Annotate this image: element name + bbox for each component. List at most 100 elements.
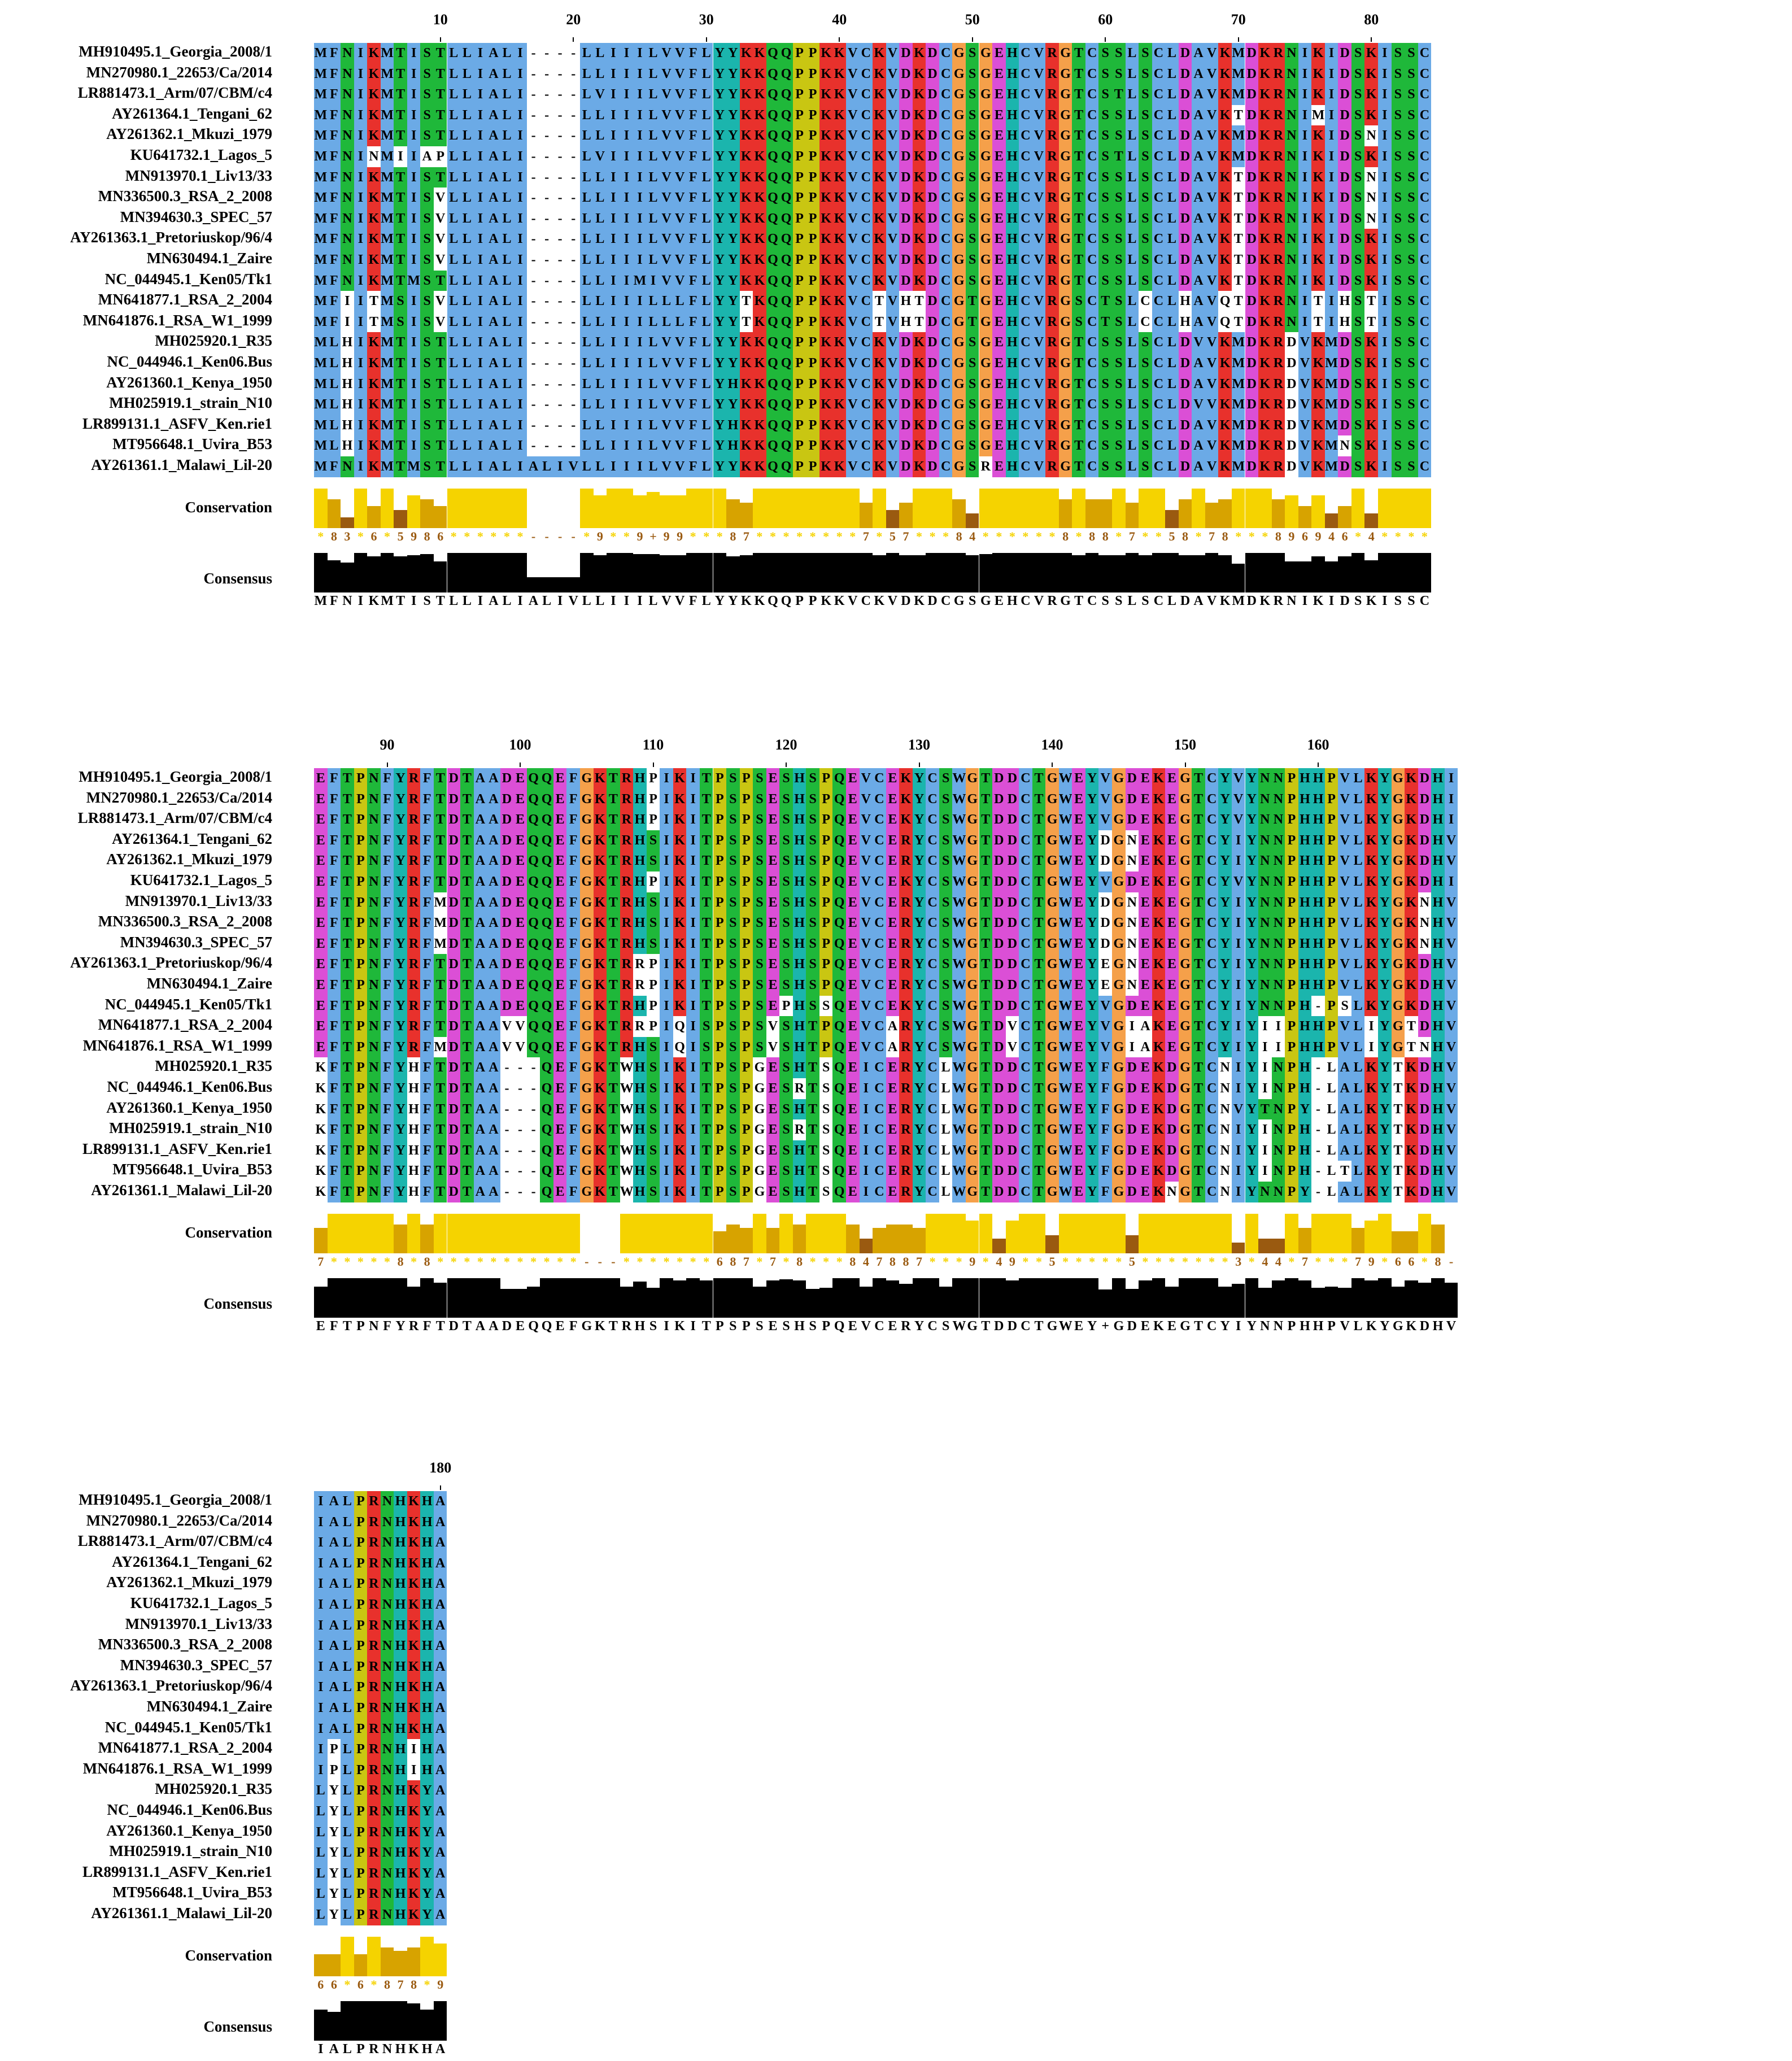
consensus-bar [1112, 1278, 1126, 1318]
residue: G [979, 84, 993, 105]
consensus-bar [620, 552, 634, 592]
residue: K [1311, 373, 1325, 395]
residue: I [686, 913, 700, 934]
residue: S [1405, 394, 1418, 415]
residue: F [686, 188, 700, 208]
residue: H [1298, 995, 1312, 1017]
residue: V [846, 353, 860, 374]
residue: T [1391, 1161, 1405, 1182]
consensus-bar [646, 1287, 660, 1318]
residue: P [819, 872, 833, 892]
residue: K [407, 1491, 421, 1512]
residue: Y [420, 1863, 434, 1884]
residue: H [1005, 250, 1019, 271]
residue: D [899, 125, 913, 146]
residue: F [380, 1119, 394, 1140]
residue: E [1139, 892, 1152, 913]
conservation-score: * [686, 529, 700, 544]
consensus-bar [1351, 552, 1365, 592]
residue: H [394, 1698, 407, 1719]
residue: Y [726, 43, 740, 64]
sequence-name: MN336500.3_RSA_2_2008 [98, 1636, 272, 1653]
consensus-residue: G [1045, 1319, 1059, 1334]
residue: D [1178, 270, 1192, 291]
residue: H [407, 1140, 421, 1161]
residue: Q [766, 415, 780, 436]
residue: D [1098, 851, 1112, 872]
consensus-bar [607, 552, 620, 592]
residue: Y [394, 1099, 407, 1120]
residue: D [1098, 933, 1112, 955]
residue: H [1005, 125, 1019, 146]
residue: H [394, 1511, 407, 1533]
consensus-bar [1245, 1278, 1259, 1318]
residue: P [713, 851, 727, 872]
residue: I [1298, 270, 1312, 291]
residue: L [447, 291, 461, 312]
residue: C [926, 1099, 939, 1120]
residue: - [527, 1161, 540, 1182]
residue: A [487, 373, 500, 395]
residue: K [1311, 270, 1325, 291]
residue: I [686, 872, 700, 892]
residue: D [926, 456, 939, 477]
residue: C [1085, 43, 1099, 64]
conservation-bar [1045, 1235, 1059, 1253]
residue: I [1298, 229, 1312, 250]
residue: V [1444, 995, 1458, 1017]
consensus-bar [912, 555, 926, 592]
residue: L [1165, 229, 1179, 250]
residue: K [1152, 913, 1166, 934]
residue: I [607, 125, 620, 146]
residue: H [1005, 208, 1019, 229]
residue: C [1019, 1119, 1032, 1140]
residue: R [633, 975, 647, 996]
residue: P [1324, 851, 1338, 872]
residue: A [327, 1718, 341, 1740]
residue: S [753, 872, 766, 892]
conservation-bar [939, 488, 953, 528]
residue: T [1072, 353, 1085, 374]
residue: L [500, 125, 514, 146]
residue: E [766, 851, 780, 872]
residue: H [1298, 1161, 1312, 1182]
consensus-residue: K [913, 594, 926, 609]
residue: D [500, 830, 514, 851]
residue: D [899, 63, 913, 85]
residue: T [1192, 995, 1205, 1017]
residue: Y [713, 250, 727, 271]
consensus-bar [846, 1278, 860, 1318]
residue: D [926, 43, 939, 64]
position-tick [1184, 762, 1186, 767]
residue: C [859, 373, 873, 395]
residue: T [1391, 1119, 1405, 1140]
residue: N [1258, 788, 1272, 810]
residue: C [1418, 311, 1432, 333]
residue: C [926, 1161, 939, 1182]
sequence-name: MN336500.3_RSA_2_2008 [98, 188, 272, 205]
residue: P [739, 872, 753, 892]
residue: C [1019, 415, 1032, 436]
residue: T [460, 851, 474, 872]
sequence-name: MN630494.1_Zaire [147, 975, 272, 992]
residue: H [1298, 872, 1312, 892]
residue: Q [766, 84, 780, 105]
residue: C [859, 353, 873, 374]
residue: I [314, 1656, 328, 1677]
residue: V [673, 250, 687, 271]
residue: L [447, 311, 461, 333]
residue: R [1045, 146, 1059, 167]
residue: T [341, 1161, 354, 1182]
residue: K [1152, 830, 1166, 851]
residue: E [886, 1078, 900, 1099]
conservation-score: * [1032, 1254, 1046, 1269]
residue: N [380, 1780, 394, 1801]
residue: P [819, 788, 833, 810]
residue: I [1444, 872, 1458, 892]
residue: G [1058, 435, 1072, 456]
residue: R [1271, 291, 1285, 312]
conservation-score: * [328, 1254, 341, 1269]
residue: T [341, 1016, 354, 1037]
residue: K [1152, 809, 1166, 830]
consensus-residue: K [1152, 1319, 1166, 1334]
